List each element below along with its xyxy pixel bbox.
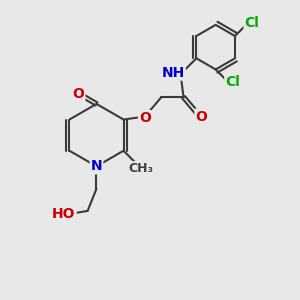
Text: N: N bbox=[91, 159, 102, 173]
Text: Cl: Cl bbox=[225, 75, 240, 89]
Text: NH: NH bbox=[161, 66, 185, 80]
Text: O: O bbox=[73, 86, 84, 100]
Text: CH₃: CH₃ bbox=[129, 162, 154, 175]
Text: Cl: Cl bbox=[244, 16, 260, 30]
Text: HO: HO bbox=[52, 207, 76, 221]
Text: O: O bbox=[196, 110, 207, 124]
Text: O: O bbox=[139, 111, 151, 125]
